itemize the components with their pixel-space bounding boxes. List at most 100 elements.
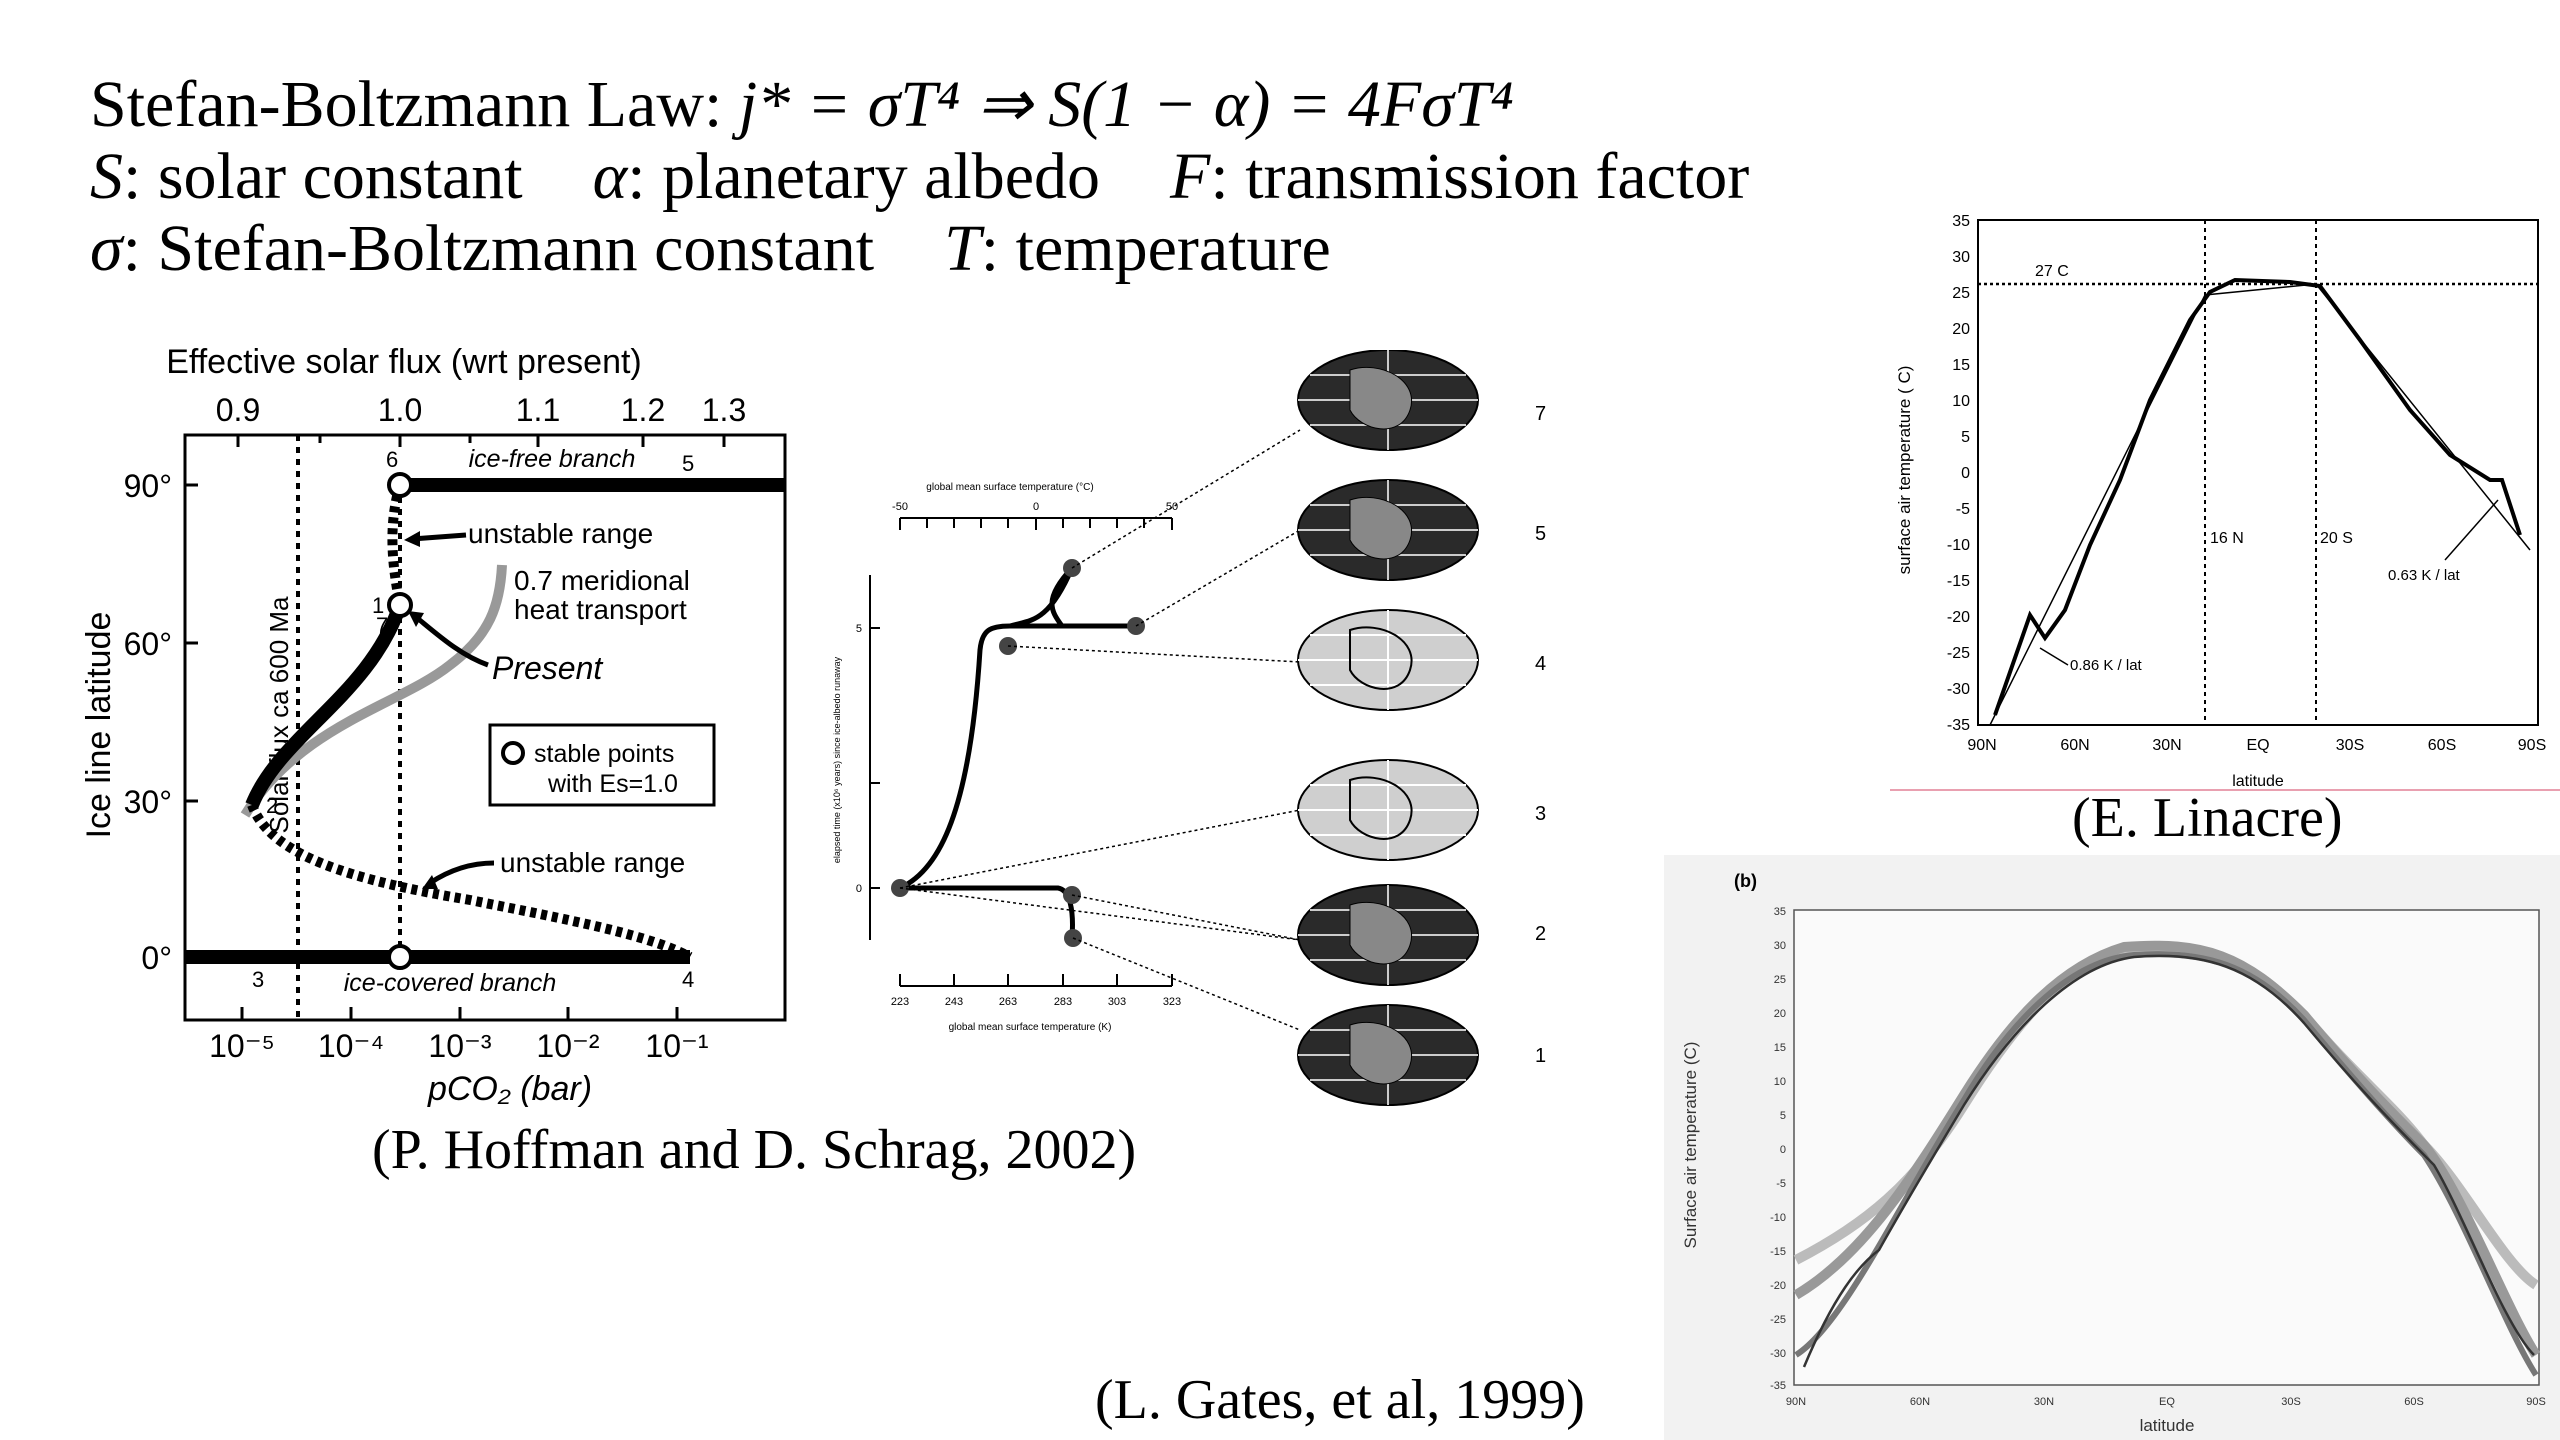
linacre-slope-right-arrow [2444,499,2499,561]
linacre-y-tick: -30 [1947,681,1970,698]
gates-y-tick: 5 [1780,1110,1786,1122]
x-axis-label: pCO₂ (bar) [427,1070,592,1108]
linacre-y-tick: 35 [1952,213,1970,230]
point-label: 6 [386,447,398,472]
hoffman-diagram: Effective solar flux (wrt present) 0.9 1… [80,343,787,1108]
unstable-lower-curve [247,803,693,962]
top-axis-label: Effective solar flux (wrt present) [166,343,642,381]
unstable-upper-arrow [411,532,467,542]
arrowhead [404,531,420,547]
gates-x-label: latitude [2140,1416,2195,1435]
legend-marker [501,741,525,765]
gates-x-tick: 90S [2526,1396,2546,1408]
meridional-label: 0.7 meridional [514,565,690,596]
gates-y-tick: -10 [1770,1212,1786,1224]
gates-y-tick: -25 [1770,1314,1786,1326]
linacre-frame [1977,219,2539,726]
unstable-upper-curve [387,483,405,606]
desc-f: : transmission factor [1210,140,1750,213]
symbol-sigma: σ [90,212,123,285]
linacre-y-tick: 0 [1961,465,1970,482]
globe-2 [1297,884,1479,986]
linacre-y-tick: 15 [1952,357,1970,374]
globe-3 [1297,759,1479,861]
globe-label: 5 [1535,523,1546,545]
legend-text: stable points [534,740,674,768]
stable-point [387,592,413,618]
linacre-x-tick: 90S [2518,737,2546,754]
runaway-bottom-tick: 223 [891,996,909,1008]
globe-4 [1297,609,1479,711]
linacre-y-tick: 20 [1952,321,1970,338]
present-label: Present [492,650,603,686]
trajectory-upper [898,566,1074,891]
law-equation: j* = σT⁴ ⇒ S(1 − α) = 4FσT⁴ [738,68,1514,141]
point-label: 5 [682,451,694,476]
top-tick: 1.1 [516,392,560,428]
globe-label: 1 [1535,1045,1546,1067]
linacre-chart: 35 30 25 20 15 10 5 0 -5 -10 -15 -20 -25… [1890,213,2560,791]
point-label: 2 [266,793,278,818]
linacre-y-tick: -5 [1956,501,1970,518]
runaway-bottom-label: global mean surface temperature (K) [949,1022,1112,1033]
linacre-x-tick: 60N [2060,737,2089,754]
runaway-bottom-tick: 303 [1108,996,1126,1008]
gates-y-tick: 0 [1780,1144,1786,1156]
symbol-f: F [1170,140,1211,213]
linacre-y-tick: 5 [1961,429,1970,446]
globe-5 [1297,479,1479,581]
gates-x-tick: 90N [1786,1396,1806,1408]
gates-y-tick: 30 [1774,940,1786,952]
stable-point [387,472,413,498]
gates-y-tick: -35 [1770,1380,1786,1392]
linacre-x-tick: 30N [2152,737,2181,754]
runaway-top-tick: -50 [892,501,908,513]
x-tick: 10⁻⁵ [209,1028,275,1064]
top-tick: 0.9 [216,392,260,428]
linacre-x-tick: EQ [2246,737,2269,754]
arrowhead [422,875,438,889]
gates-y-tick: 35 [1774,906,1786,918]
globe-label: 4 [1535,653,1546,675]
gates-chart: (b) 35 30 25 20 15 10 5 0 -5 -10 -15 -20… [1664,855,2560,1440]
gates-model-ensemble [1793,940,2541,1377]
point-label: 1 [372,593,384,618]
runaway-bottom-tick: 263 [999,996,1017,1008]
runaway-bottom-tick: 283 [1054,996,1072,1008]
desc-s: : solar constant [123,140,523,213]
linacre-slope-left: 0.86 K / lat [2070,657,2143,674]
runaway-top-tick: 50 [1166,501,1178,513]
hoffman-caption: (P. Hoffman and D. Schrag, 2002) [372,1119,1137,1181]
unstable-upper-label: unstable range [468,518,653,549]
gates-y-tick: 20 [1774,1008,1786,1020]
top-tick: 1.2 [621,392,665,428]
symbol-s: S [90,140,123,213]
gates-y-tick: -30 [1770,1348,1786,1360]
desc-t: : temperature [980,212,1331,285]
linacre-y-tick: -35 [1947,717,1970,734]
linacre-y-tick: 10 [1952,393,1970,410]
unstable-lower-label: unstable range [500,847,685,878]
y-tick: 0° [141,940,172,976]
x-tick: 10⁻³ [428,1028,491,1064]
stable-point [387,944,413,970]
runaway-bottom-tick: 243 [945,996,963,1008]
top-tick: 1.3 [702,392,746,428]
linacre-y-label: surface air temperature ( C) [1895,366,1914,575]
linacre-slope-left-arrow [2039,647,2069,666]
symbol-t: T [944,212,981,285]
runaway-y-tick: 0 [856,883,862,895]
x-tick: 10⁻¹ [645,1028,708,1064]
linacre-27c-label: 27 C [2035,263,2069,280]
gates-caption: (L. Gates, et al, 1999) [1095,1369,1585,1431]
linacre-y-tick: -15 [1947,573,1970,590]
legend-text: with Es=1.0 [547,770,678,798]
linacre-caption: (E. Linacre) [2072,787,2343,849]
globe-label: 3 [1535,803,1546,825]
gates-y-tick: 10 [1774,1076,1786,1088]
globe-1 [1297,1004,1479,1106]
present-arrow [414,615,489,668]
ice-covered-label: ice-covered branch [344,969,557,997]
gates-y-tick: -20 [1770,1280,1786,1292]
globe-label: 7 [1535,403,1546,425]
